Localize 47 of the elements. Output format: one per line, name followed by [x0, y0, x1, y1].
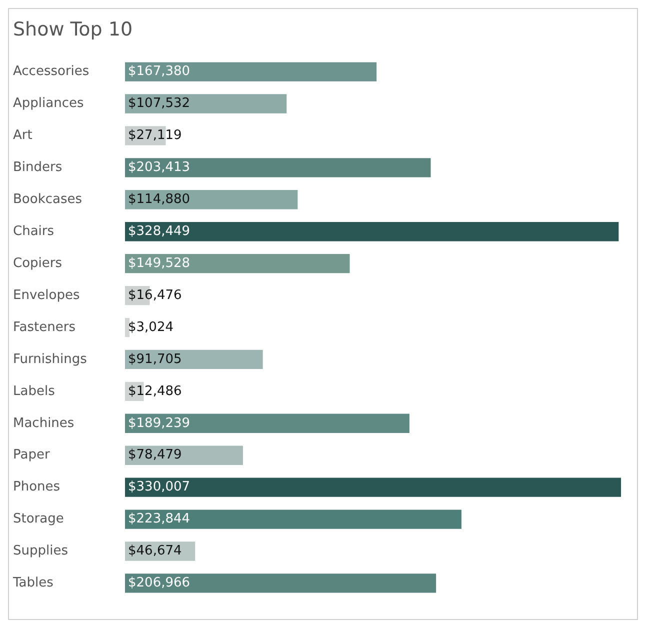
bar [125, 94, 287, 114]
data-label: $107,532 [128, 96, 190, 112]
y-tick-label: Paper [13, 448, 50, 463]
y-tick-label: Binders [13, 160, 62, 176]
data-label: $203,413 [128, 160, 190, 176]
y-tick-label: Labels [13, 384, 56, 399]
data-label: $12,486 [128, 384, 182, 399]
data-label: $46,674 [128, 544, 182, 559]
bar [125, 254, 350, 274]
y-tick-label: Furnishings [13, 352, 88, 367]
data-label: $330,007 [128, 480, 190, 495]
bar [125, 190, 298, 210]
data-label: $328,449 [128, 224, 190, 239]
data-label: $189,239 [128, 416, 190, 431]
y-tick-label: Envelopes [13, 288, 80, 303]
y-tick-label: Supplies [13, 544, 68, 559]
y-tick-label: Phones [13, 480, 60, 495]
bar [125, 222, 619, 242]
y-tick-label: Tables [12, 576, 54, 591]
data-label: $78,479 [128, 448, 182, 463]
y-tick-label: Chairs [13, 224, 54, 239]
bar [125, 574, 436, 593]
data-label: $16,476 [128, 288, 182, 303]
y-tick-label: Copiers [13, 256, 62, 271]
bar [125, 350, 263, 370]
y-tick-label: Storage [13, 512, 64, 527]
bar [125, 478, 621, 497]
data-label: $114,880 [128, 192, 190, 208]
data-label: $27,119 [128, 128, 182, 144]
data-label: $206,966 [128, 576, 190, 591]
y-tick-label: Fasteners [13, 320, 76, 335]
y-tick-label: Appliances [13, 96, 84, 112]
data-label: $223,844 [128, 512, 190, 527]
y-tick-label: Art [13, 128, 32, 144]
data-label: $91,705 [128, 352, 182, 367]
bar [125, 62, 377, 82]
data-label: $167,380 [128, 64, 190, 80]
bar [125, 318, 130, 338]
bar [125, 510, 462, 529]
chart-title: Show Top 10 [13, 18, 133, 40]
data-label: $3,024 [128, 320, 174, 335]
y-tick-label: Machines [13, 416, 74, 431]
y-tick-label: Accessories [13, 64, 90, 80]
data-label: $149,528 [128, 256, 190, 271]
bar [125, 158, 431, 178]
y-tick-label: Bookcases [13, 192, 82, 208]
bar [125, 414, 410, 433]
